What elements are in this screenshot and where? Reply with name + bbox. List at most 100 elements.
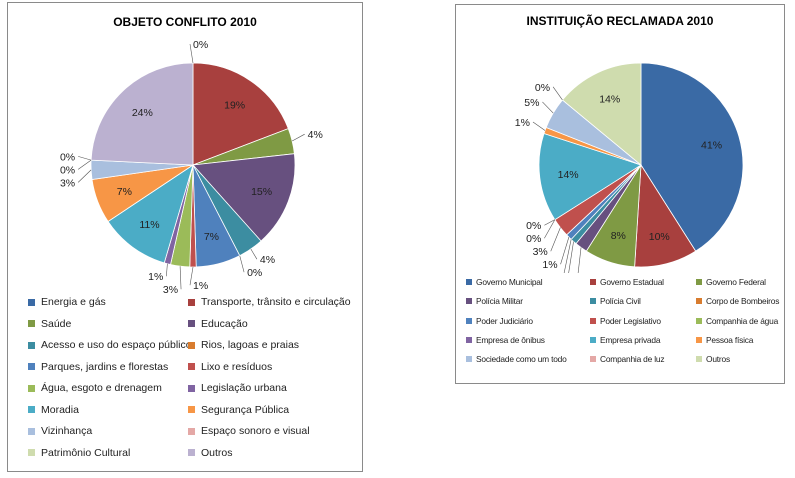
leader-line bbox=[563, 239, 572, 273]
legend-swatch bbox=[696, 317, 702, 324]
slice-label: 0% bbox=[526, 220, 541, 232]
legend-item: Rios, lagoas e praias bbox=[188, 339, 299, 351]
legend-label: Corpo de Bombeiros bbox=[706, 296, 780, 307]
legend-item: Companhia de água bbox=[696, 316, 778, 326]
pie-instituicao-reclamada: 41%10%8%14%14%0%5%1%0%0%3%1%0%1%2% bbox=[515, 62, 744, 273]
legend-item: Transporte, trânsito e circulação bbox=[188, 296, 351, 308]
slice-label: 4% bbox=[308, 129, 323, 141]
legend-item: Energia e gás bbox=[28, 296, 106, 308]
legend-label: Outros bbox=[706, 354, 730, 365]
legend-item: Corpo de Bombeiros bbox=[696, 296, 779, 306]
slice-label: 4% bbox=[260, 254, 275, 266]
pie-slice bbox=[90, 62, 194, 166]
leader-line bbox=[544, 219, 556, 239]
legend-swatch bbox=[188, 341, 195, 349]
legend-swatch bbox=[188, 449, 195, 456]
legend-item: Outros bbox=[696, 354, 730, 364]
legend-label: Sociedade como um todo bbox=[476, 354, 567, 365]
slice-label: 0% bbox=[247, 267, 262, 279]
legend-item: Parques, jardins e florestas bbox=[28, 361, 168, 373]
legend-swatch bbox=[696, 279, 702, 285]
legend-swatch bbox=[466, 279, 472, 285]
legend-label: Parques, jardins e florestas bbox=[41, 360, 169, 373]
legend-item: Poder Judiciário bbox=[466, 316, 533, 326]
leader-line bbox=[544, 219, 556, 226]
chart-title: INSTITUIÇÃO RECLAMADA 2010 bbox=[526, 14, 714, 28]
legend-label: Lixo e resíduos bbox=[201, 360, 273, 373]
leader-line bbox=[189, 266, 194, 286]
slice-label: 0% bbox=[526, 233, 541, 245]
legend-label: Governo Municipal bbox=[476, 277, 543, 287]
legend-label: Empresa de ônibus bbox=[476, 334, 545, 345]
legend-swatch bbox=[28, 427, 35, 435]
legend-label: Moradia bbox=[41, 403, 79, 416]
pie-slice bbox=[561, 62, 642, 166]
slice-label: 15% bbox=[251, 186, 272, 198]
legend-swatch bbox=[590, 298, 596, 305]
leader-line bbox=[78, 156, 92, 161]
legend-swatch bbox=[466, 356, 472, 363]
legend-label: Polícia Militar bbox=[476, 296, 523, 307]
legend-swatch bbox=[188, 384, 195, 392]
pie-slice bbox=[640, 62, 744, 252]
pie-slice bbox=[192, 153, 296, 242]
legend-item: Legislação urbana bbox=[188, 382, 287, 394]
legend-item: Empresa de ônibus bbox=[466, 335, 545, 345]
legend-item: Poder Legislativo bbox=[590, 316, 661, 326]
slice-label: 41% bbox=[701, 140, 722, 152]
legend-swatch bbox=[28, 384, 35, 392]
legend-label: Educação bbox=[201, 317, 248, 330]
legend-item: Lixo e resíduos bbox=[188, 361, 272, 373]
slice-label: 5% bbox=[524, 97, 539, 109]
leader-line bbox=[239, 255, 245, 273]
legend-swatch bbox=[590, 336, 596, 343]
legend-swatch bbox=[188, 320, 195, 327]
legend-label: Transporte, trânsito e circulação bbox=[201, 296, 351, 308]
slice-label: 3% bbox=[533, 246, 548, 258]
slice-label: 1% bbox=[148, 271, 163, 283]
legend-item: Polícia Militar bbox=[466, 296, 523, 306]
legend-item: Polícia Civil bbox=[590, 296, 641, 306]
slice-label: 1% bbox=[193, 280, 208, 292]
leader-line bbox=[189, 43, 194, 64]
slice-label: 0% bbox=[535, 82, 550, 94]
instituicao-reclamada-chart: INSTITUIÇÃO RECLAMADA 2010 41% 10% 8% 14% 14… bbox=[455, 4, 785, 384]
legend-label: Poder Legislativo bbox=[600, 315, 661, 326]
legend-item: Educação bbox=[188, 318, 248, 330]
leader-line bbox=[77, 169, 92, 183]
legend-item: Companhia de luz bbox=[590, 354, 665, 365]
legend-label: Acesso e uso do espaço público bbox=[41, 339, 192, 351]
leader-line bbox=[291, 133, 305, 142]
pie-slice bbox=[538, 132, 642, 221]
leader-line bbox=[179, 266, 182, 290]
leader-line bbox=[532, 121, 546, 131]
legend-item: Vizinhança bbox=[28, 425, 92, 437]
legend-swatch bbox=[696, 336, 702, 343]
leader-line bbox=[542, 101, 554, 114]
legend-swatch bbox=[696, 298, 702, 305]
legend-item: Patrimônio Cultural bbox=[28, 447, 130, 459]
slice-label: 1% bbox=[542, 259, 557, 271]
legend-label: Companhia de luz bbox=[600, 354, 665, 365]
legend-label: Governo Federal bbox=[706, 277, 766, 287]
leader-line bbox=[568, 241, 574, 273]
leader-line bbox=[550, 227, 561, 252]
legend-label: Espaço sonoro e visual bbox=[201, 425, 310, 437]
slice-label: 24% bbox=[132, 107, 153, 119]
legend-swatch bbox=[28, 341, 35, 349]
legend-item: Segurança Pública bbox=[188, 404, 289, 416]
legend-item: Acesso e uso do espaço público bbox=[28, 339, 192, 351]
legend-item: Água, esgoto e drenagem bbox=[28, 382, 162, 394]
pie-objeto-conflito: 19%15%7%11%7%24%0%0%3%1%3%0%4%4%0%1% bbox=[60, 39, 323, 293]
slice-label: 3% bbox=[60, 177, 75, 189]
legend-swatch bbox=[466, 336, 472, 343]
chart-title: OBJETO CONFLITO 2010 bbox=[113, 15, 257, 29]
legend-swatch bbox=[696, 356, 702, 363]
legend-swatch bbox=[28, 449, 35, 456]
legend-swatch bbox=[28, 320, 35, 327]
slice-label: 1% bbox=[515, 117, 530, 129]
legend-label: Governo Estadual bbox=[600, 277, 664, 287]
legend-label: Empresa privada bbox=[600, 334, 661, 345]
legend-item: Governo Municipal bbox=[466, 277, 543, 287]
leader-line bbox=[250, 248, 258, 260]
